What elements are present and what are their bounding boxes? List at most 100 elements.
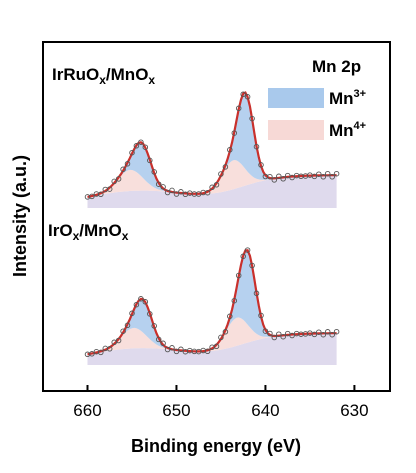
raw-data-point: [222, 164, 229, 170]
raw-data-point: [213, 182, 220, 188]
raw-data-point: [253, 290, 260, 297]
raw-data-point: [124, 161, 131, 167]
legend-label-mn4: Mn4+: [329, 120, 366, 140]
fit-envelope-1: [87, 249, 337, 356]
raw-data-point: [213, 343, 220, 350]
raw-data-point: [115, 337, 122, 344]
raw-data-point: [142, 144, 149, 150]
raw-data-point: [218, 334, 224, 341]
raw-data-point: [138, 296, 144, 302]
raw-data-point: [244, 247, 251, 253]
mn3-fill-0: [87, 92, 337, 197]
spectrum-1: [84, 247, 340, 365]
raw-data-point: [284, 172, 291, 179]
raw-data-point: [276, 331, 282, 337]
background-fill-1: [87, 333, 337, 365]
raw-data-point: [160, 340, 166, 347]
raw-data-point: [120, 328, 126, 334]
raw-data-point: [276, 173, 282, 180]
raw-data-point: [222, 329, 229, 335]
raw-data-point: [240, 253, 246, 260]
raw-data-point: [169, 187, 175, 194]
raw-data-point: [89, 193, 95, 200]
sample-label-irruox-mnox: IrRuOx/MnOx: [52, 65, 155, 87]
raw-data-point: [329, 174, 335, 180]
raw-data-point: [280, 333, 286, 340]
raw-data-point: [98, 349, 104, 356]
raw-data-point: [249, 262, 255, 269]
raw-data-point: [333, 328, 340, 335]
raw-data-point: [262, 328, 269, 334]
raw-data-point: [204, 189, 211, 196]
mn4-fill-0: [87, 160, 337, 197]
raw-data-point: [151, 169, 157, 175]
raw-data-point: [227, 147, 233, 153]
raw-data-point: [289, 174, 295, 181]
raw-data-point: [142, 299, 149, 305]
raw-data-point: [311, 331, 318, 338]
raw-data-point: [129, 149, 135, 156]
raw-data-point: [178, 189, 184, 195]
raw-data-point: [316, 171, 322, 177]
legend: Mn 2p Mn3+ Mn4+: [268, 57, 366, 140]
raw-data-point: [231, 297, 238, 304]
raw-data-point: [320, 331, 327, 338]
raw-data-point: [124, 322, 131, 329]
raw-data-point: [240, 91, 246, 98]
raw-data-point: [160, 184, 166, 190]
raw-data-point: [115, 176, 122, 182]
raw-data-point: [258, 162, 264, 168]
raw-data-point: [280, 176, 286, 182]
raw-data-point: [98, 191, 104, 198]
x-tick-label-650: 650: [162, 401, 190, 420]
raw-data-point: [111, 178, 117, 185]
raw-data-point: [89, 351, 95, 357]
raw-data-point: [106, 346, 113, 352]
raw-data-point: [155, 336, 162, 343]
spectrum-0: [84, 91, 340, 208]
raw-data-point: [129, 310, 135, 317]
raw-data-point: [120, 166, 126, 173]
x-axis-label: Binding energy (eV): [131, 436, 301, 456]
raw-data-point: [164, 189, 171, 196]
raw-data-point: [253, 143, 260, 150]
raw-data-point: [147, 311, 153, 317]
raw-data-point: [329, 331, 335, 338]
raw-data-point: [244, 94, 251, 100]
raw-data-point: [271, 334, 278, 341]
raw-data-point: [324, 170, 331, 177]
x-tick-label-630: 630: [340, 401, 368, 420]
mn3-fill-1: [87, 250, 337, 355]
raw-data-point: [235, 272, 242, 279]
raw-data-point: [169, 345, 175, 351]
raw-data-point: [209, 184, 215, 191]
raw-data-point: [320, 174, 327, 180]
raw-data-point: [267, 330, 273, 337]
raw-data-point: [204, 348, 211, 355]
raw-data-point: [231, 130, 238, 136]
raw-data-point: [178, 346, 184, 353]
background-fill-0: [87, 175, 337, 208]
raw-data-point: [333, 170, 340, 177]
legend-title: Mn 2p: [312, 57, 361, 76]
plot-frame: [42, 41, 391, 392]
sample-label-irox-mnox: IrOx/MnOx: [48, 221, 129, 243]
y-axis-label: Intensity (a.u.): [10, 155, 30, 277]
raw-data-point: [235, 105, 242, 112]
raw-data-point: [227, 313, 233, 320]
raw-data-point: [155, 181, 162, 187]
legend-label-mn3: Mn3+: [329, 88, 366, 108]
raw-data-point: [173, 348, 180, 355]
legend-swatch-mn4: [268, 120, 324, 140]
raw-data-point: [111, 339, 117, 346]
raw-data-point: [258, 312, 264, 319]
raw-data-point: [138, 139, 144, 145]
raw-data-point: [151, 323, 157, 329]
legend-swatch-mn3: [268, 88, 324, 108]
x-tick-label-660: 660: [73, 401, 101, 420]
raw-data-point: [173, 191, 180, 197]
raw-data-point: [133, 301, 140, 308]
x-tick-label-640: 640: [251, 401, 279, 420]
